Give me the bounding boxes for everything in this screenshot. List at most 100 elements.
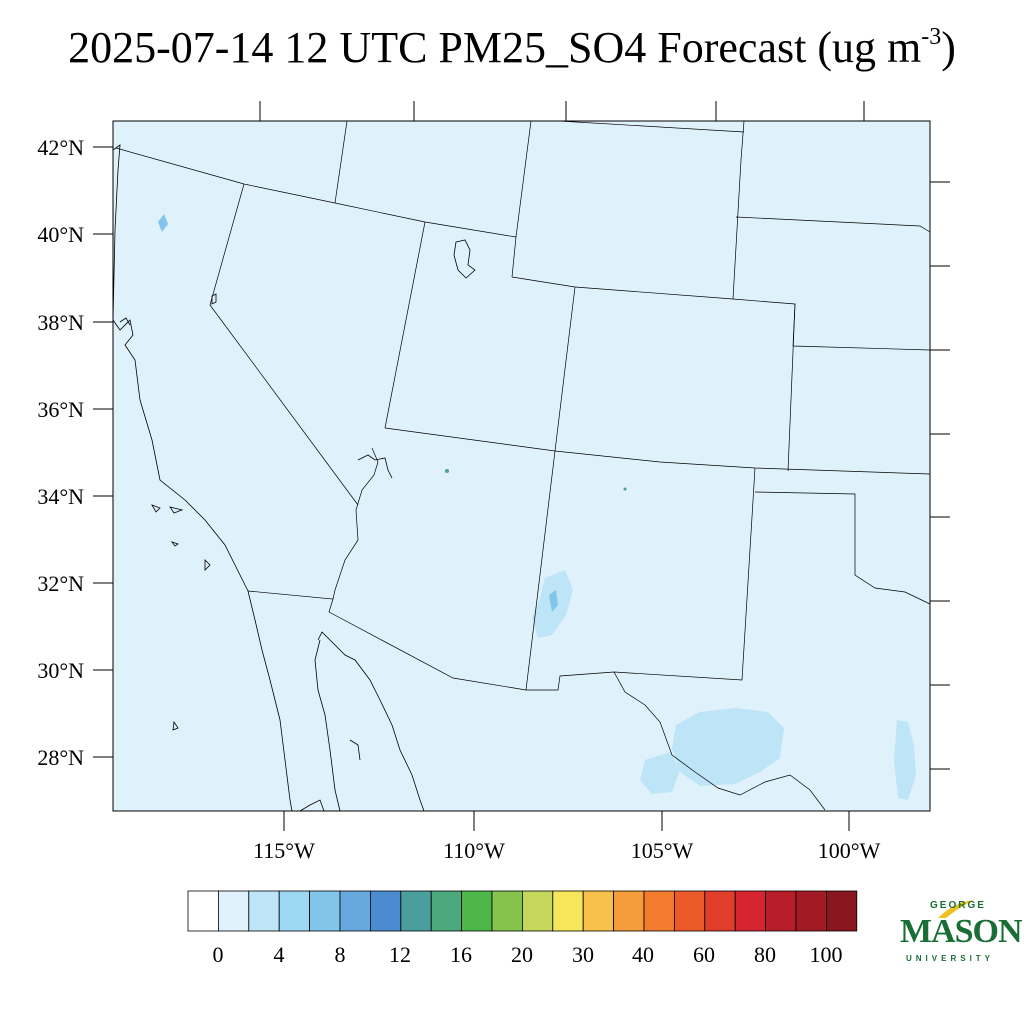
border-az-ca-river bbox=[332, 447, 379, 600]
patch-west-texas bbox=[672, 708, 784, 786]
cbar-label-0: 0 bbox=[213, 942, 224, 967]
colorbar-box-4 bbox=[309, 890, 341, 932]
border-rio-grande bbox=[613, 671, 826, 811]
border-idaho-wyoming bbox=[334, 120, 348, 204]
patch-small-nm bbox=[623, 487, 627, 491]
colorbar-box-7 bbox=[400, 890, 432, 932]
logo-mason: MASON bbox=[900, 913, 1023, 950]
cbar-label-100: 100 bbox=[810, 942, 843, 967]
lat-label-30: 30°N bbox=[37, 658, 84, 683]
lon-label-100: 100°W bbox=[818, 838, 881, 863]
logo-university: UNIVERSITY bbox=[906, 954, 995, 963]
colorbar-box-12 bbox=[552, 890, 584, 932]
cbar-label-60: 60 bbox=[693, 942, 715, 967]
coast-baja-gulf bbox=[317, 631, 425, 812]
colorbar-box-14 bbox=[613, 890, 645, 932]
island-4 bbox=[204, 559, 211, 571]
lat-label-36: 36°N bbox=[37, 397, 84, 422]
cbar-label-40: 40 bbox=[632, 942, 654, 967]
lake-tahoe bbox=[211, 293, 217, 305]
tick-marks bbox=[93, 101, 950, 831]
cbar-label-8: 8 bbox=[335, 942, 346, 967]
border-colorado-kansas bbox=[787, 303, 796, 472]
gmu-logo: GEORGE MASON UNIVERSITY bbox=[896, 898, 1023, 970]
lon-labels: 115°W 110°W 105°W 100°W bbox=[253, 838, 880, 863]
border-utah-nevada bbox=[384, 221, 426, 429]
logo-swoosh-icon bbox=[938, 900, 974, 918]
coast-gulf-mexico bbox=[299, 799, 325, 812]
border-wyoming-west bbox=[511, 120, 532, 278]
cbar-label-16: 16 bbox=[450, 942, 472, 967]
colorbar-box-19 bbox=[765, 890, 797, 932]
island-2 bbox=[169, 506, 184, 514]
river-delta-mx bbox=[349, 739, 361, 761]
cbar-label-20: 20 bbox=[511, 942, 533, 967]
cbar-label-80: 80 bbox=[754, 942, 776, 967]
logo-george: GEORGE bbox=[930, 900, 986, 911]
border-nebraska-north bbox=[735, 216, 931, 233]
colorbar-box-1 bbox=[217, 890, 250, 932]
lat-label-40: 40°N bbox=[37, 222, 84, 247]
border-nm-texas bbox=[526, 467, 756, 691]
coast-baja-east bbox=[314, 639, 341, 812]
island-1 bbox=[151, 504, 161, 513]
title-text: 2025-07-14 12 UTC PM25_SO4 Forecast (ug … bbox=[68, 23, 922, 72]
border-wyoming-north bbox=[558, 120, 745, 133]
cbar-label-4: 4 bbox=[274, 942, 285, 967]
lat-label-34: 34°N bbox=[37, 484, 84, 509]
lat-label-32: 32°N bbox=[37, 571, 84, 596]
colorbar-box-21 bbox=[826, 890, 858, 932]
lat-label-38: 38°N bbox=[37, 310, 84, 335]
border-california-nevada bbox=[209, 183, 359, 506]
colorbar-box-10 bbox=[491, 890, 523, 932]
lon-label-115: 115°W bbox=[253, 838, 315, 863]
island-5 bbox=[172, 720, 179, 731]
colorbar-box-6 bbox=[369, 890, 402, 932]
patch-west-texas-2 bbox=[640, 752, 680, 794]
colorbar-box-11 bbox=[522, 890, 554, 932]
concentration-patches bbox=[158, 214, 916, 800]
colorbar-box-0 bbox=[187, 890, 219, 932]
lat-labels: 42°N 40°N 38°N 36°N 34°N 32°N 30°N 28°N bbox=[37, 135, 84, 770]
cbar-label-12: 12 bbox=[389, 942, 411, 967]
coast-ca-bay bbox=[119, 317, 131, 326]
cbar-label-30: 30 bbox=[572, 942, 594, 967]
map-title: 2025-07-14 12 UTC PM25_SO4 Forecast (ug … bbox=[0, 22, 1024, 73]
patch-nevada bbox=[158, 214, 168, 232]
lat-label-42: 42°N bbox=[37, 135, 84, 160]
colorbar-box-5 bbox=[339, 890, 371, 932]
colorbar-labels: 0 4 8 12 16 20 30 40 60 80 100 bbox=[213, 942, 843, 967]
colorbar-box-3 bbox=[278, 890, 311, 932]
colorbar-box-20 bbox=[795, 890, 827, 932]
title-superscript: -3 bbox=[921, 24, 942, 51]
boundaries bbox=[115, 120, 931, 811]
colorbar-box-8 bbox=[430, 890, 463, 932]
colorbar-box-13 bbox=[582, 890, 615, 932]
colorbar-box-18 bbox=[734, 890, 767, 932]
lon-label-105: 105°W bbox=[631, 838, 694, 863]
colorbar-box-9 bbox=[461, 890, 493, 932]
colorbar-box-2 bbox=[248, 890, 280, 932]
lat-label-28: 28°N bbox=[37, 745, 84, 770]
patch-new-mexico-core bbox=[549, 590, 558, 612]
coast-california bbox=[112, 144, 293, 812]
border-us-mexico-west bbox=[247, 590, 527, 691]
lake-mead bbox=[357, 454, 393, 479]
lon-label-110: 110°W bbox=[443, 838, 505, 863]
border-arizona-nm bbox=[525, 450, 556, 691]
lake-great-salt bbox=[453, 239, 476, 279]
patch-east-texas bbox=[894, 720, 916, 800]
colorbar-box-16 bbox=[674, 890, 706, 932]
island-3 bbox=[170, 541, 179, 547]
coastlines bbox=[112, 144, 476, 812]
colorbar bbox=[187, 890, 858, 932]
colorbar-box-17 bbox=[704, 890, 736, 932]
map-background bbox=[112, 120, 931, 812]
border-ok-texas bbox=[754, 491, 931, 605]
border-sd-ne bbox=[732, 120, 745, 300]
colorbar-box-15 bbox=[643, 890, 675, 932]
patch-small-az bbox=[445, 469, 449, 473]
border-utah-colorado bbox=[554, 286, 576, 452]
